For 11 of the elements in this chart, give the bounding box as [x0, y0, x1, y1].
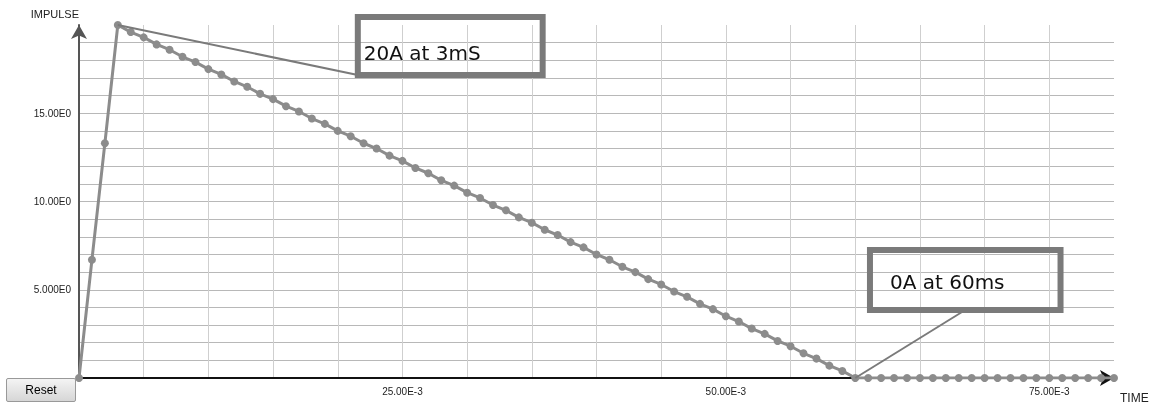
y-tick-label: 5.000E0 [33, 284, 72, 296]
y-tick-label: 15.00E0 [33, 107, 72, 119]
x-tick-label: 75.00E-3 [1029, 385, 1071, 397]
annotation: 0A at 60ms [889, 270, 1005, 294]
x-tick-label: 50.00E-3 [705, 385, 747, 397]
reset-button: Reset [6, 378, 76, 402]
x-axis-title: TIME [1120, 391, 1149, 405]
y-tick-label: 10.00E0 [33, 196, 72, 207]
x-tick-label: 25.00E-3 [382, 385, 424, 397]
y-axis-title: IMPULSE [30, 7, 79, 20]
annotation: 20A at 3mS [363, 41, 481, 65]
